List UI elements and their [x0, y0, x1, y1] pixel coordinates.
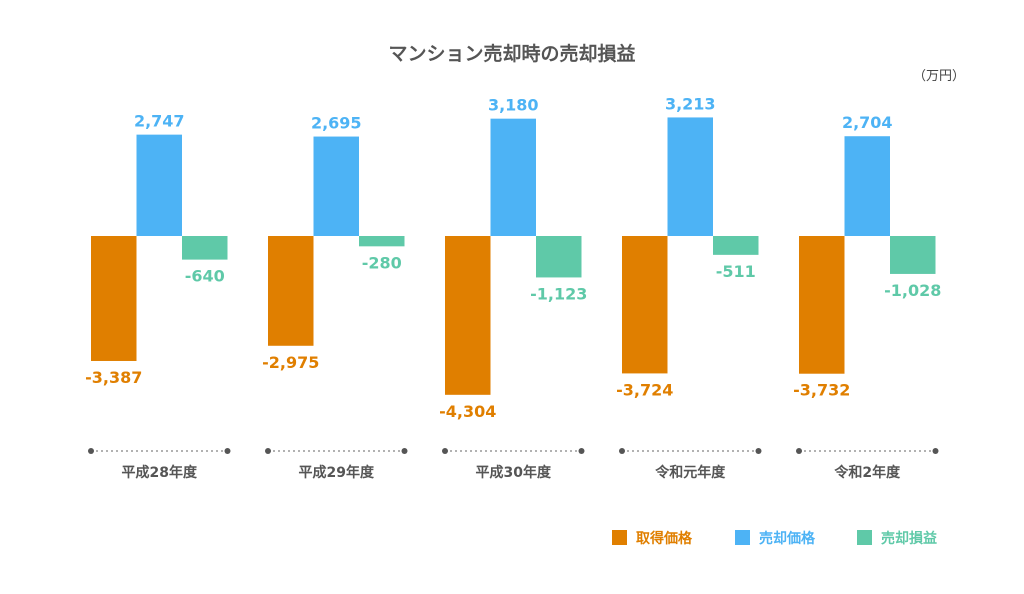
data-label: -1,028 — [884, 281, 941, 300]
axis-dot — [224, 448, 231, 454]
data-label: 2,695 — [311, 114, 362, 133]
data-label: -1,123 — [530, 284, 587, 303]
data-label: -3,724 — [616, 380, 673, 399]
axis-dot — [755, 448, 762, 454]
axis-dot — [796, 448, 802, 454]
category-label: 令和元年度 — [654, 464, 726, 481]
legend-swatch — [612, 530, 627, 545]
data-label: -280 — [362, 253, 402, 272]
data-label: 3,180 — [488, 96, 539, 115]
bar — [799, 236, 845, 374]
bar — [445, 236, 491, 395]
axis-dot — [442, 448, 448, 454]
category-label: 平成30年度 — [476, 464, 552, 481]
bar — [136, 134, 182, 236]
axis-dot — [265, 448, 271, 454]
data-label: 2,747 — [134, 112, 185, 131]
bar — [622, 236, 668, 374]
bar — [536, 236, 582, 278]
bar — [713, 236, 759, 255]
axis-dot — [401, 448, 408, 454]
legend-label: 売却損益 — [881, 530, 937, 547]
bar — [268, 236, 314, 346]
legend-swatch — [735, 530, 750, 545]
axis-dot — [932, 448, 939, 454]
legend-swatch — [857, 530, 872, 545]
axis-dot — [619, 448, 625, 454]
bar — [667, 117, 713, 236]
axis-dot — [88, 448, 94, 454]
data-label: -3,387 — [85, 368, 142, 387]
legend-label: 取得価格 — [636, 530, 693, 547]
legend-label: 売却価格 — [759, 530, 816, 547]
data-label: 2,704 — [842, 113, 893, 132]
bar — [490, 118, 536, 236]
bar — [359, 236, 405, 247]
data-label: 3,213 — [665, 94, 716, 113]
data-label: -4,304 — [439, 402, 496, 421]
category-label: 平成28年度 — [122, 464, 198, 481]
axis-dot — [578, 448, 585, 454]
unit-label: （万円） — [913, 69, 965, 84]
category-label: 平成29年度 — [299, 464, 375, 481]
bar — [91, 236, 137, 361]
bar — [182, 236, 228, 260]
data-label: -2,975 — [262, 353, 319, 372]
data-label: -640 — [185, 267, 225, 286]
bar — [844, 136, 890, 236]
chart-title: マンション売却時の売却損益 — [388, 42, 635, 65]
data-label: -511 — [716, 262, 756, 281]
data-label: -3,732 — [793, 381, 850, 400]
bar — [890, 236, 936, 274]
bar — [313, 136, 359, 236]
category-label: 令和2年度 — [833, 464, 901, 481]
